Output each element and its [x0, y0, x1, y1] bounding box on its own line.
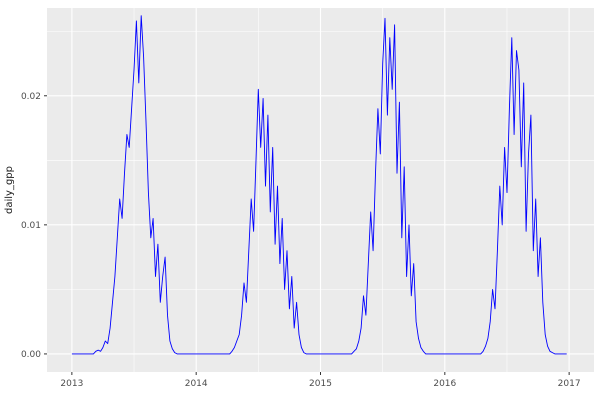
data-line-daily-gpp: [71, 15, 567, 355]
plot-panel: 2013 2014 2015 2016 2017 0.00 0.01 0.02: [21, 8, 594, 389]
x-axis-tick-label: 2013: [60, 379, 83, 389]
y-axis-tick-label: 0.02: [21, 92, 41, 102]
y-axis-tick-label: 0.00: [21, 350, 41, 360]
y-axis-tick-label: 0.01: [21, 221, 41, 231]
x-axis-tick-label: 2014: [185, 379, 208, 389]
x-axis-tick-label: 2015: [309, 379, 332, 389]
y-axis-title: daily_gpp: [4, 166, 15, 214]
x-axis-tick-label: 2017: [558, 379, 581, 389]
x-axis-tick-label: 2016: [433, 379, 456, 389]
